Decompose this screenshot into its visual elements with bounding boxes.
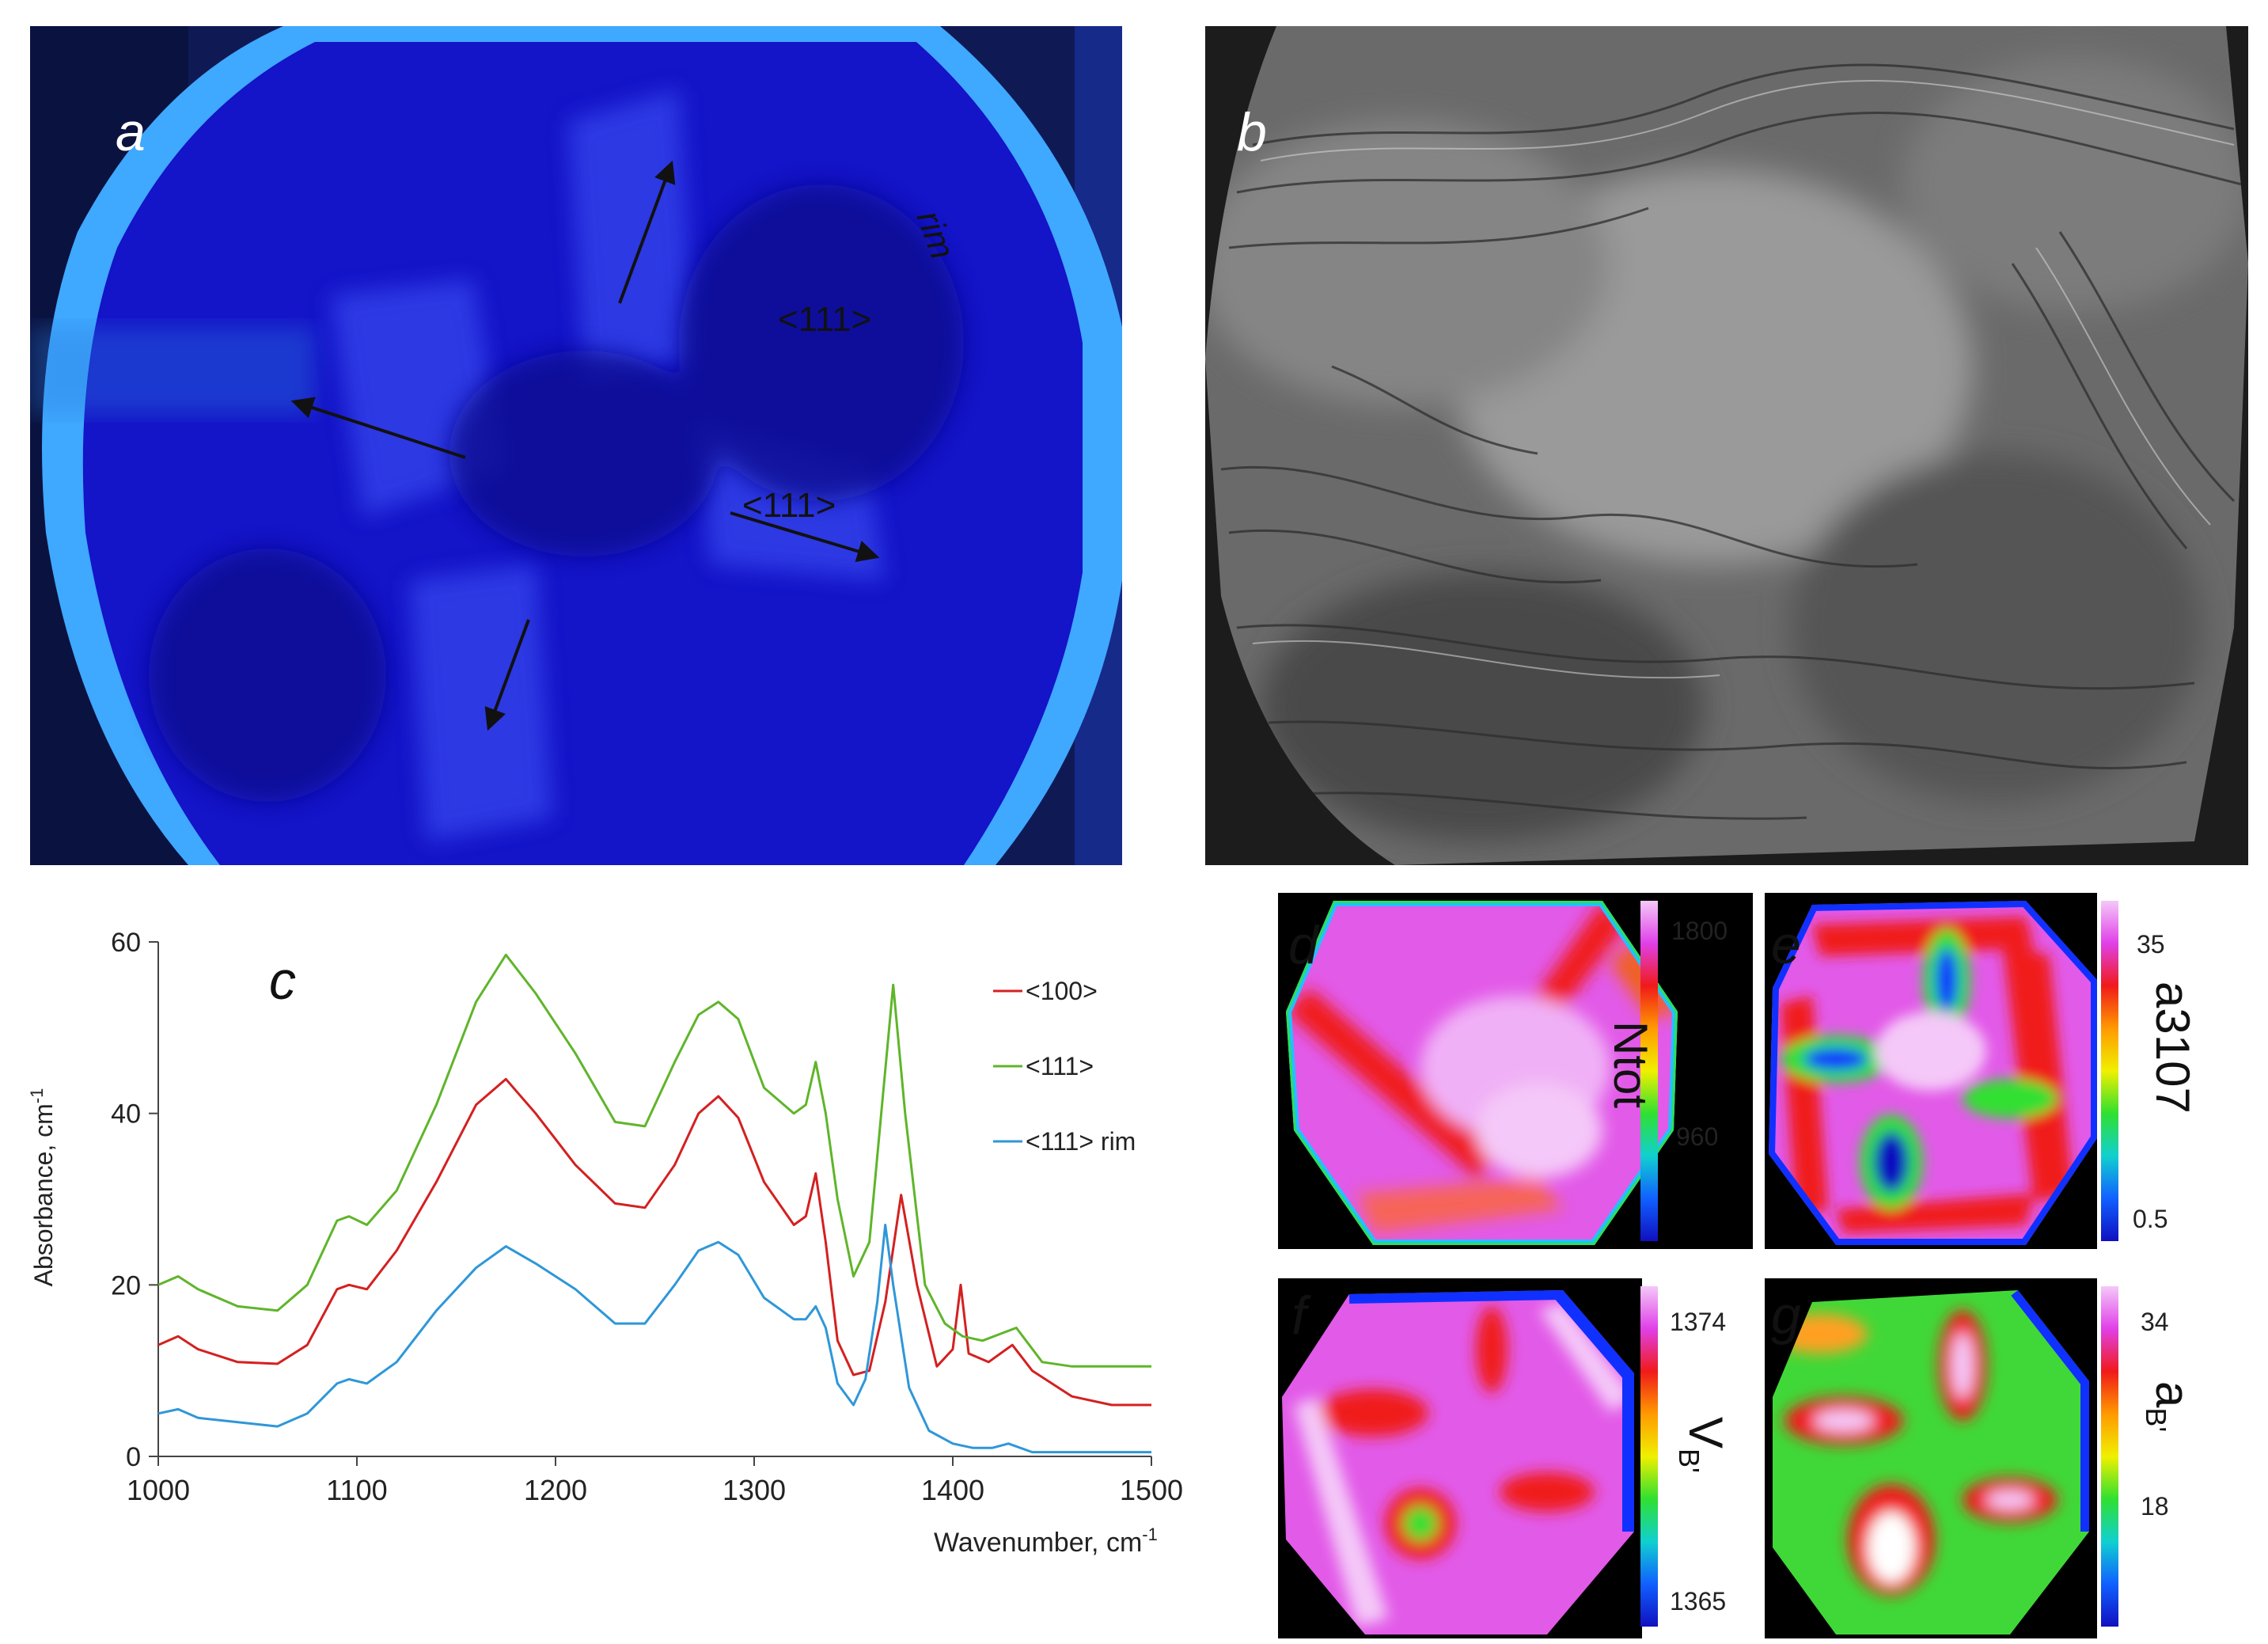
colorbar-f-min: 1365 bbox=[1670, 1587, 1727, 1616]
panel-label-e: e bbox=[1771, 915, 1801, 975]
annotation-111-center: <111> bbox=[742, 486, 836, 525]
arrow-left bbox=[290, 397, 466, 459]
series-line-1 bbox=[157, 953, 1151, 1368]
ab-map bbox=[1765, 1278, 2097, 1638]
x-tick-label: 1000 bbox=[127, 1474, 190, 1506]
colorbar-g-min: 18 bbox=[2141, 1492, 2169, 1521]
panel-g-ab-map bbox=[1765, 1278, 2097, 1638]
colorbar-f-max: 1374 bbox=[1670, 1308, 1727, 1336]
panel-d-ntot-map bbox=[1278, 893, 1753, 1249]
x-tick-label: 1100 bbox=[326, 1474, 387, 1506]
arrow-right bbox=[730, 511, 880, 562]
y-tick-label: 20 bbox=[111, 1270, 141, 1300]
panel-label-f: f bbox=[1291, 1285, 1307, 1346]
colorbar-d bbox=[1640, 901, 1658, 1241]
x-tick-label: 1300 bbox=[722, 1474, 786, 1506]
ntot-map bbox=[1278, 893, 1753, 1249]
colorbar-e-title: a3107 bbox=[2146, 981, 2199, 1114]
panel-label-d: d bbox=[1288, 915, 1318, 975]
colorbar-g bbox=[2101, 1286, 2118, 1627]
panel-b-micrograph: b bbox=[1205, 26, 2248, 865]
legend-label-1: <111> bbox=[1026, 1052, 1094, 1080]
chart-axes bbox=[157, 942, 1151, 1457]
panel-f-vb-map bbox=[1278, 1278, 1642, 1638]
panel-e-a3107-map bbox=[1765, 893, 2097, 1249]
panel-c-chart: 0 20 40 60 1000 1100 1200 1300 1400 1500 Wavenumb… bbox=[0, 894, 1235, 1644]
y-axis-label: Absorbance, cm-1 bbox=[27, 1088, 58, 1287]
y-tick-label: 40 bbox=[111, 1099, 141, 1130]
colorbar-d-mid: 960 bbox=[1676, 1122, 1719, 1151]
y-tick-label: 0 bbox=[126, 1442, 141, 1472]
series-line-0 bbox=[157, 1077, 1151, 1407]
arrow-down bbox=[484, 619, 530, 731]
x-axis-label: Wavenumber, cm-1 bbox=[934, 1524, 1158, 1558]
chart-ticks: 0 20 40 60 1000 1100 1200 1300 1400 1500 bbox=[111, 928, 1183, 1506]
vb-map bbox=[1278, 1278, 1642, 1638]
colorbar-e bbox=[2101, 901, 2118, 1241]
colorbar-e-min: 0.5 bbox=[2133, 1205, 2168, 1233]
x-tick-label: 1200 bbox=[524, 1474, 587, 1506]
legend-label-0: <100> bbox=[1026, 977, 1098, 1005]
a3107-map bbox=[1765, 893, 2097, 1249]
colorbar-d-title: Ntot bbox=[1604, 1021, 1657, 1109]
panel-label-a: a bbox=[116, 102, 146, 162]
colorbar-g-max: 34 bbox=[2141, 1308, 2169, 1336]
micrograph-image bbox=[1205, 26, 2248, 865]
panel-a-cl-image: rim <111> <111> a bbox=[30, 26, 1122, 865]
y-tick-label: 60 bbox=[111, 928, 141, 958]
chart-series bbox=[157, 953, 1151, 1454]
annotation-111-top: <111> bbox=[778, 300, 871, 339]
series-line-2 bbox=[157, 1224, 1151, 1454]
panel-label-b: b bbox=[1237, 102, 1267, 162]
colorbar-f-title: VB' bbox=[1673, 1417, 1732, 1473]
panel-label-c: c bbox=[269, 951, 296, 1011]
colorbar-f bbox=[1640, 1286, 1658, 1627]
x-tick-label: 1400 bbox=[921, 1474, 984, 1506]
growth-steps bbox=[1220, 63, 2243, 820]
colorbar-e-max: 35 bbox=[2137, 930, 2165, 959]
arrow-up bbox=[618, 160, 676, 304]
x-tick-label: 1500 bbox=[1120, 1474, 1183, 1506]
ir-spectrum-chart: 0 20 40 60 1000 1100 1200 1300 1400 1500 Wavenumb… bbox=[27, 928, 1183, 1558]
cl-image: rim <111> <111> bbox=[30, 26, 1122, 865]
colorbar-d-max: 1800 bbox=[1671, 917, 1728, 945]
panel-label-g: g bbox=[1771, 1285, 1801, 1346]
colorbar-g-title: aB' bbox=[2140, 1381, 2199, 1433]
legend-label-2: <111> rim bbox=[1026, 1127, 1136, 1156]
chart-legend: <100> <111> <111> rim bbox=[993, 977, 1136, 1156]
